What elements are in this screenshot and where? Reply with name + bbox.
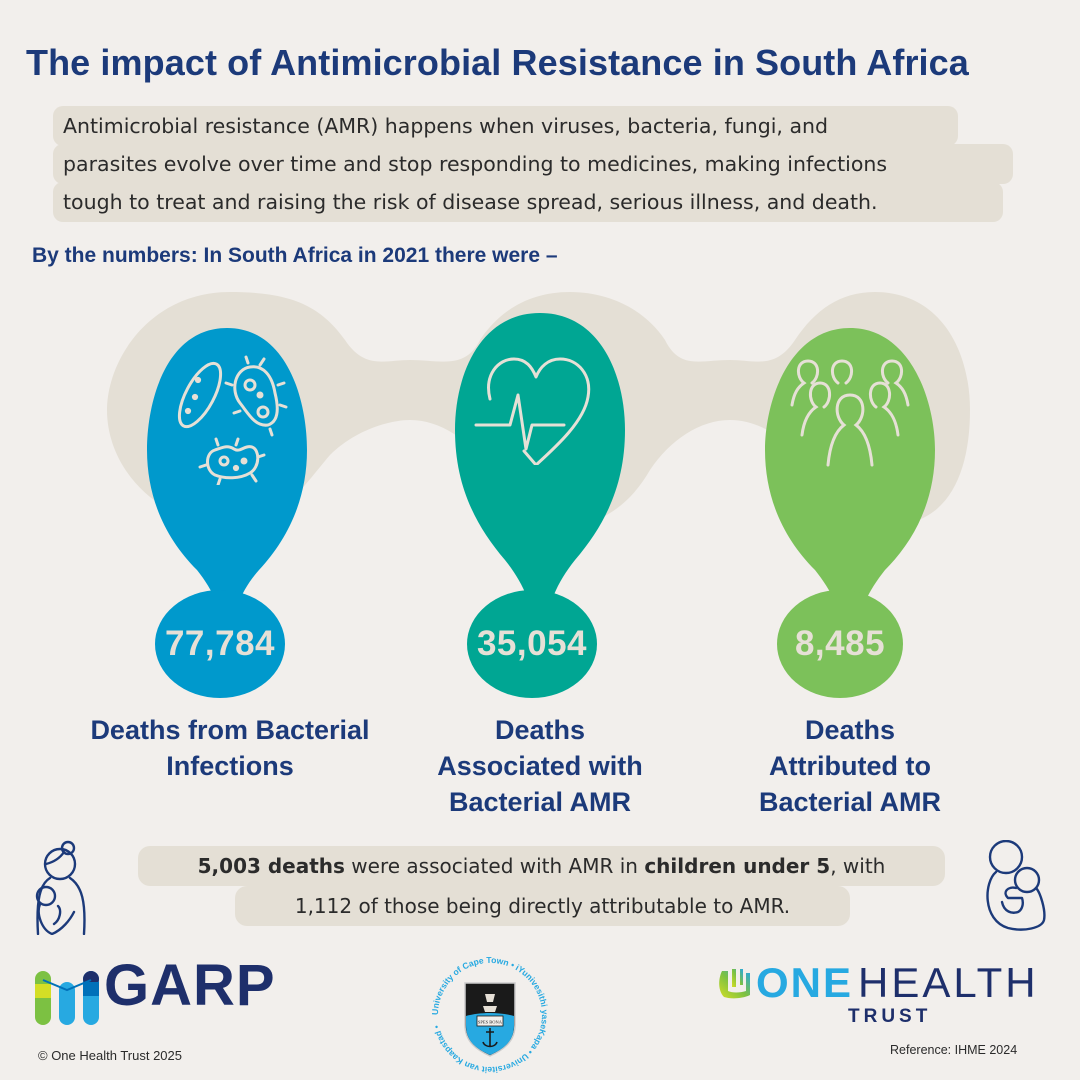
children-stat-line-2: 1,112 of those being directly attributab… xyxy=(235,886,850,926)
reference-text: Reference: IHME 2024 xyxy=(890,1043,1018,1057)
stat-label-bacterial-infections: Deaths from Bacterial Infections xyxy=(90,715,370,781)
stat-value-associated-amr: 35,054 xyxy=(467,590,597,698)
garp-logo-text: GARP xyxy=(104,953,276,1018)
stat-value-attributed-amr: 8,485 xyxy=(777,590,903,698)
stat-pin-associated-amr xyxy=(455,313,625,645)
oht-logo-trust: TRUST xyxy=(848,1006,932,1027)
copyright-text: © One Health Trust 2025 xyxy=(38,1048,182,1063)
page-title: The impact of Antimicrobial Resistance i… xyxy=(26,42,969,83)
mother-child-icon xyxy=(35,840,86,935)
stat-value-bacterial-infections: 77,784 xyxy=(155,590,285,698)
stat-label-associated-amr: Deaths Associated with Bacterial AMR xyxy=(437,715,643,817)
people-group-icon xyxy=(790,359,910,467)
uct-seal-logo: University of Cape Town • iYunivesithi y… xyxy=(430,955,550,1075)
stat-label-attributed-amr: Deaths Attributed to Bacterial AMR xyxy=(758,715,942,817)
stat-pin-attributed-amr xyxy=(765,328,935,650)
intro-line-3: tough to treat and raising the risk of d… xyxy=(53,182,1003,222)
bacteria-icon xyxy=(177,355,288,485)
section-subheading: By the numbers: In South Africa in 2021 … xyxy=(32,244,558,267)
oht-logo-one: ONE xyxy=(756,959,854,1006)
children-stat-line-1: 5,003 deaths were associated with AMR in… xyxy=(138,846,945,886)
oht-logo-health: HEALTH xyxy=(858,959,1039,1006)
one-health-trust-leaf-icon xyxy=(719,969,750,999)
intro-line-2: parasites evolve over time and stop resp… xyxy=(53,144,1013,184)
heartbeat-icon xyxy=(474,357,591,465)
intro-line-1: Antimicrobial resistance (AMR) happens w… xyxy=(53,106,958,146)
garp-logo-mark xyxy=(35,971,99,1025)
parent-hugging-child-icon xyxy=(986,840,1046,931)
svg-text:SPES BONA: SPES BONA xyxy=(478,1020,503,1025)
